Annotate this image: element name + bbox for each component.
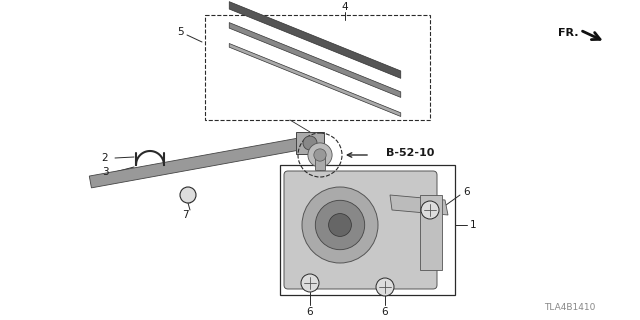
Text: B-52-10: B-52-10: [386, 148, 434, 158]
Circle shape: [421, 201, 439, 219]
Text: TLA4B1410: TLA4B1410: [544, 303, 596, 313]
Bar: [205, 15, 430, 120]
Bar: [420, 195, 442, 270]
Text: 2: 2: [102, 153, 108, 163]
Text: 4: 4: [342, 2, 348, 12]
Text: 6: 6: [381, 307, 388, 317]
Text: 5: 5: [177, 27, 183, 37]
Polygon shape: [390, 195, 448, 215]
Circle shape: [314, 149, 326, 161]
Text: 6: 6: [464, 187, 470, 197]
Circle shape: [302, 187, 378, 263]
Bar: [280, 165, 455, 295]
Polygon shape: [315, 153, 325, 170]
Polygon shape: [229, 23, 401, 97]
Text: FR.: FR.: [558, 28, 579, 38]
Text: 6: 6: [307, 307, 314, 317]
Polygon shape: [229, 2, 401, 78]
FancyBboxPatch shape: [284, 171, 437, 289]
Text: 3: 3: [102, 167, 108, 177]
Bar: [296, 132, 324, 154]
Text: 1: 1: [470, 220, 476, 230]
Polygon shape: [90, 136, 312, 188]
Circle shape: [303, 136, 317, 150]
Circle shape: [376, 278, 394, 296]
Circle shape: [308, 143, 332, 167]
Circle shape: [316, 200, 365, 250]
Circle shape: [180, 187, 196, 203]
Polygon shape: [229, 44, 401, 116]
Circle shape: [328, 214, 351, 236]
Text: 7: 7: [182, 210, 188, 220]
Circle shape: [301, 274, 319, 292]
